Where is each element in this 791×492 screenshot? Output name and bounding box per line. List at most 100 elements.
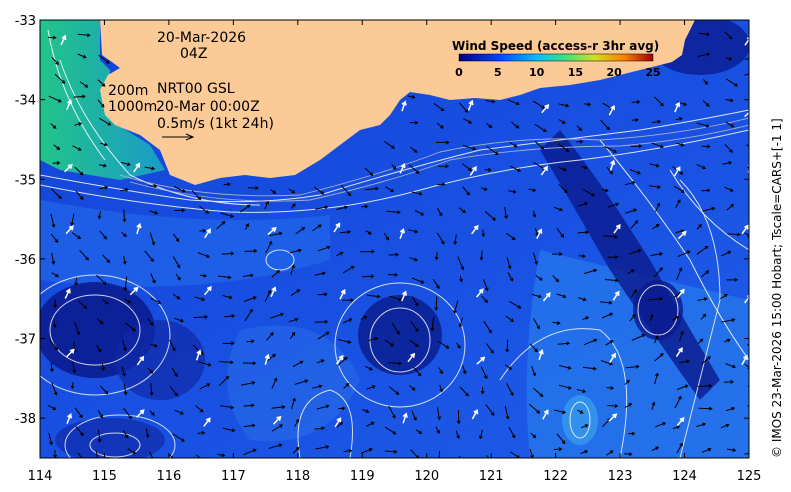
current-arrow — [149, 232, 156, 246]
current-arrow — [485, 404, 495, 416]
current-arrow — [506, 257, 512, 270]
current-arrow — [124, 322, 136, 332]
current-arrow — [480, 366, 488, 380]
current-arrow — [504, 206, 509, 220]
current-arrow — [604, 278, 619, 283]
current-arrow — [264, 289, 272, 302]
current-arrow — [74, 407, 83, 419]
current-arrow — [51, 272, 60, 277]
current-arrow — [702, 206, 716, 212]
current-arrow — [702, 79, 709, 85]
current-arrow — [218, 375, 230, 387]
current-arrow — [79, 249, 89, 261]
anno-scale: 0.5m/s (1kt 24h) — [157, 116, 274, 132]
current-arrow — [240, 204, 251, 213]
current-arrow — [316, 359, 325, 364]
current-arrow — [583, 338, 598, 346]
current-arrow — [696, 122, 710, 128]
current-arrow — [721, 318, 736, 323]
wind-arrow — [333, 222, 341, 233]
current-arrow — [47, 35, 57, 40]
current-arrow — [384, 140, 396, 149]
current-arrow — [173, 186, 186, 193]
current-arrow — [720, 423, 730, 429]
current-arrow — [413, 366, 422, 377]
current-arrow — [102, 254, 111, 263]
wind-arrow — [471, 224, 479, 235]
current-arrow — [387, 272, 399, 277]
current-arrow — [459, 386, 469, 397]
current-arrow — [340, 184, 352, 197]
wind-arrow — [748, 421, 749, 424]
current-arrow — [751, 299, 756, 303]
current-arrow — [222, 427, 236, 433]
wind-arrow — [133, 162, 141, 173]
current-arrow — [407, 229, 419, 234]
current-arrow — [511, 121, 520, 129]
current-arrow — [696, 422, 707, 428]
lon-tick-label: 125 — [737, 469, 762, 484]
current-arrow — [724, 144, 733, 153]
wind-arrow — [204, 228, 211, 239]
current-arrow — [388, 252, 400, 257]
current-arrow — [505, 315, 514, 322]
current-arrow — [504, 405, 510, 420]
current-arrow — [70, 382, 75, 390]
colorbar-title: Wind Speed (access-r 3hr avg) — [452, 39, 659, 53]
current-arrow — [600, 119, 611, 131]
current-arrow — [384, 449, 398, 454]
current-arrow — [724, 186, 734, 192]
current-arrow — [679, 330, 684, 342]
current-arrow — [149, 451, 155, 458]
current-arrow — [98, 117, 112, 126]
current-arrow — [408, 164, 420, 174]
current-arrow — [120, 187, 129, 192]
wind-arrow — [676, 416, 685, 427]
current-arrow — [240, 380, 256, 386]
sea-level-contours — [40, 179, 721, 458]
current-arrow — [557, 341, 571, 346]
current-arrow — [725, 363, 736, 369]
current-arrow — [648, 185, 662, 189]
lon-tick-label: 124 — [672, 469, 697, 484]
current-arrow — [343, 448, 353, 453]
current-arrow — [606, 450, 614, 456]
wind-arrow — [677, 288, 685, 299]
current-arrow — [599, 300, 613, 305]
current-arrow — [411, 295, 419, 307]
current-arrow — [701, 356, 711, 365]
current-arrow — [53, 144, 61, 151]
anno-timestamp: 20-Mar 00:00Z — [156, 99, 260, 115]
current-arrow — [316, 404, 330, 410]
current-arrow — [292, 446, 300, 454]
wind-arrow — [402, 412, 408, 424]
current-arrow — [72, 145, 82, 151]
current-arrow — [197, 430, 206, 435]
current-arrow — [288, 317, 299, 323]
current-arrow — [336, 205, 349, 210]
current-arrow — [436, 232, 445, 245]
current-arrow — [625, 403, 633, 408]
current-arrow — [216, 221, 226, 230]
current-arrow — [391, 322, 400, 335]
current-arrow — [336, 421, 343, 428]
wind-arrow — [66, 348, 75, 358]
current-arrow — [168, 454, 174, 458]
current-arrow — [220, 212, 235, 218]
lat-tick-label: -37 — [15, 333, 36, 348]
colorbar-tick-label: 25 — [645, 66, 660, 79]
current-arrow — [127, 448, 137, 455]
current-arrow — [529, 343, 538, 353]
current-arrow — [292, 360, 304, 368]
current-arrow — [744, 72, 749, 76]
current-arrow — [340, 229, 352, 234]
wind-arrow — [613, 223, 621, 234]
current-arrow — [652, 224, 660, 230]
current-arrow — [480, 387, 485, 395]
current-arrow — [100, 142, 108, 147]
current-arrow — [317, 292, 328, 297]
current-arrow — [535, 275, 543, 281]
current-arrow — [744, 451, 749, 456]
current-arrow — [409, 257, 418, 262]
